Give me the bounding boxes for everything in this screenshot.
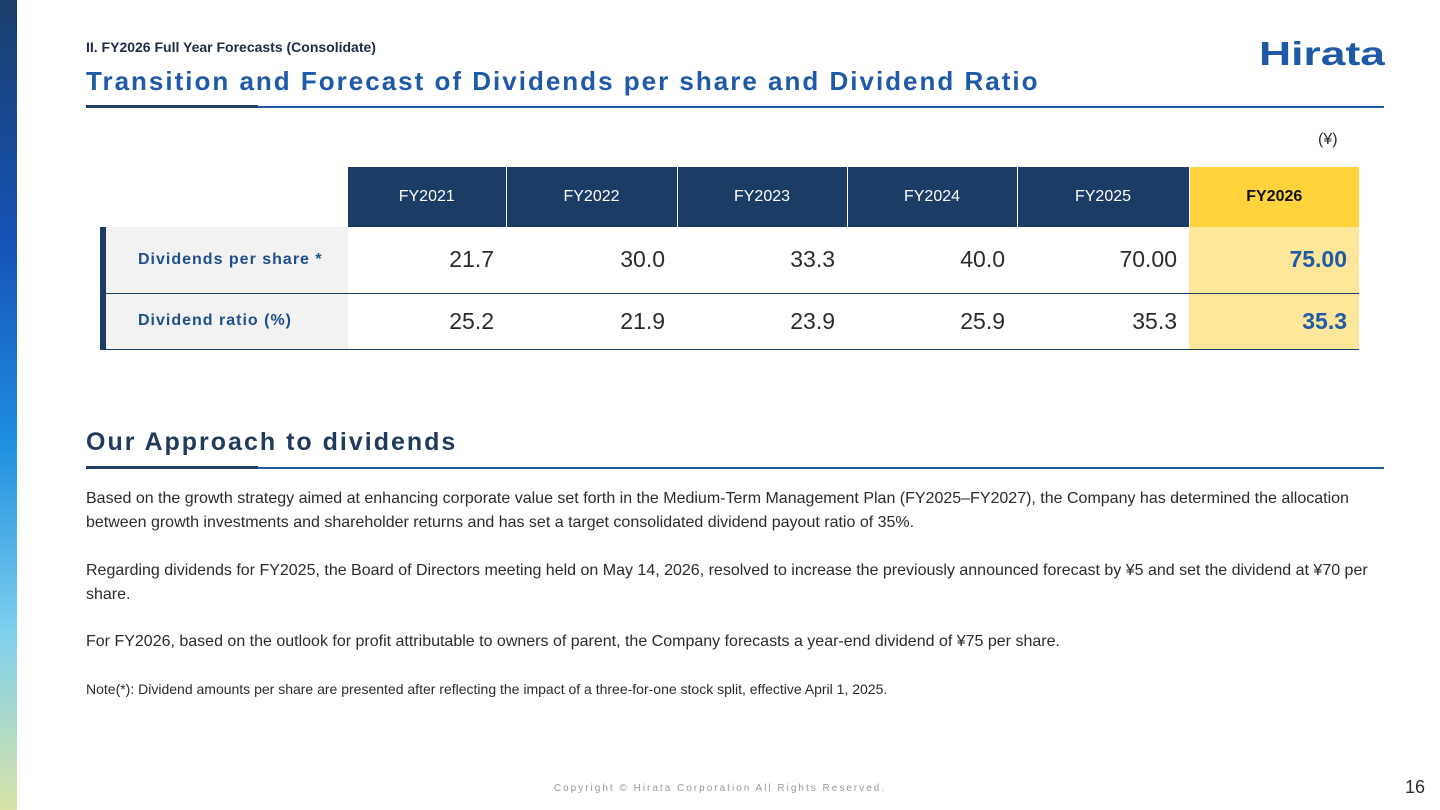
paragraph: Based on the growth strategy aimed at en… xyxy=(86,490,1349,531)
column-header: FY2022 xyxy=(506,167,678,227)
section-heading: Our Approach to dividends xyxy=(86,428,458,456)
footnote: Note(*): Dividend amounts per share are … xyxy=(86,681,888,697)
page-title: Transition and Forecast of Dividends per… xyxy=(86,66,1040,96)
table-cell: 21.7 xyxy=(348,227,506,294)
copyright: Copyright © Hirata Corporation All Right… xyxy=(553,783,887,794)
section-label: II. FY2026 Full Year Forecasts (Consolid… xyxy=(86,39,376,55)
side-gradient-bar xyxy=(0,0,17,810)
table-cell: 25.9 xyxy=(847,293,1017,350)
column-header: FY2021 xyxy=(348,167,507,227)
table-cell: 40.0 xyxy=(847,227,1017,294)
table-row: Dividends per share * 21.7 30.0 33.3 40.… xyxy=(100,227,1359,294)
table-cell: 25.2 xyxy=(348,293,506,350)
table-row: Dividend ratio (%) 25.2 21.9 23.9 25.9 3… xyxy=(100,293,1359,350)
paragraph: For FY2026, based on the outlook for pro… xyxy=(86,633,1060,650)
column-header-highlight: FY2026 xyxy=(1189,167,1359,227)
column-header: FY2025 xyxy=(1017,167,1190,227)
hirata-logo: Hirata xyxy=(1259,38,1385,68)
column-header: FY2023 xyxy=(677,167,848,227)
title-divider xyxy=(86,105,1384,108)
table-cell: 30.0 xyxy=(506,227,677,294)
section-divider xyxy=(86,466,1384,469)
row-label: Dividend ratio (%) xyxy=(100,293,348,350)
table-cell: 33.3 xyxy=(677,227,847,294)
table-header-row: FY2021 FY2022 FY2023 FY2024 FY2025 FY202… xyxy=(103,167,1359,227)
unit-label: (¥) xyxy=(1318,131,1338,148)
table-cell: 21.9 xyxy=(506,293,677,350)
logo-text: Hirata xyxy=(1259,38,1385,68)
table-cell: 35.3 xyxy=(1017,293,1189,350)
paragraph: Regarding dividends for FY2025, the Boar… xyxy=(86,562,1368,603)
table-cell-highlight: 75.00 xyxy=(1189,227,1359,294)
table-cell: 23.9 xyxy=(677,293,847,350)
table-cell-highlight: 35.3 xyxy=(1189,293,1359,350)
column-header: FY2024 xyxy=(847,167,1018,227)
table-corner xyxy=(103,167,348,227)
dividend-table: FY2021 FY2022 FY2023 FY2024 FY2025 FY202… xyxy=(100,167,1359,350)
page-number: 16 xyxy=(1404,777,1425,797)
row-label: Dividends per share * xyxy=(100,227,348,294)
table-cell: 70.00 xyxy=(1017,227,1189,294)
